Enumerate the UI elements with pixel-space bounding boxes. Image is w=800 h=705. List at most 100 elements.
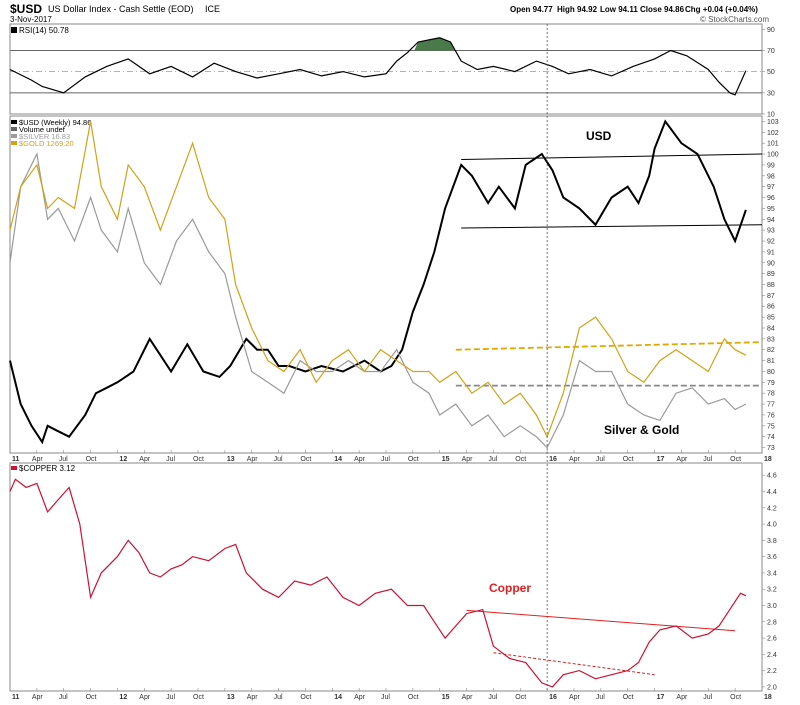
copper-annotation: Copper	[489, 581, 531, 595]
main-xtick-label: Oct	[623, 456, 634, 463]
copper-ytick-label: 3.2	[767, 587, 777, 594]
rsi-overbought-fill	[414, 37, 455, 51]
main-xtick-label: 16	[549, 456, 557, 463]
main-panel-frame	[9, 115, 763, 454]
open-value: Open 94.77	[510, 5, 553, 14]
main-xtick-label: 11	[12, 456, 20, 463]
rsi-ytick-label: 90	[767, 27, 775, 34]
main-ytick-label: 80	[767, 369, 775, 376]
main-xtick-label: Apr	[462, 456, 474, 463]
legend-swatch-silver	[11, 134, 17, 138]
rsi-ytick-label: 50	[767, 69, 775, 76]
copper-xtick-label: Apr	[354, 694, 366, 701]
exchange-label: ICE	[205, 4, 220, 14]
copper-ytick-label: 4.6	[767, 473, 777, 480]
copper-ytick-label: 3.4	[767, 570, 777, 577]
main-xtick-label: Apr	[676, 456, 688, 463]
rsi-plot	[9, 37, 762, 96]
copper-ytick-label: 3.0	[767, 603, 777, 610]
copper-ytick-label: 2.2	[767, 668, 777, 675]
main-xtick-label: Oct	[86, 456, 97, 463]
main-ytick-label: 99	[767, 162, 775, 169]
copper-xtick-label: Apr	[32, 694, 44, 701]
copper-xtick-label: Oct	[86, 694, 97, 701]
main-ytick-label: 86	[767, 304, 775, 311]
main-xtick-label: Jul	[488, 456, 497, 463]
main-ytick-label: 103	[767, 119, 779, 126]
main-xtick-label: Jul	[59, 456, 68, 463]
copper-xtick-label: 16	[549, 694, 557, 701]
silver-gold-annotation: Silver & Gold	[604, 423, 679, 437]
main-series-silver	[9, 152, 747, 449]
main-ytick-label: 91	[767, 249, 775, 256]
copper-xtick-label: Jul	[703, 694, 712, 701]
main-ytick-label: 102	[767, 130, 779, 137]
legend-gold: $GOLD 1269.20	[19, 139, 74, 148]
rsi-ytick-label: 70	[767, 48, 775, 55]
main-xtick-label: Jul	[166, 456, 175, 463]
legend-usd: $USD (Weekly) 94.86	[19, 118, 91, 127]
main-ytick-label: 101	[767, 141, 779, 148]
copper-ytick-label: 2.8	[767, 619, 777, 626]
main-ytick-label: 92	[767, 239, 775, 246]
symbol-title: $USD	[10, 2, 42, 16]
main-ytick-label: 83	[767, 336, 775, 343]
usd-lower-trendline	[461, 224, 763, 229]
copper-xtick-label: Apr	[462, 694, 474, 701]
main-xtick-label: Apr	[569, 456, 581, 463]
main-xtick-label: Apr	[247, 456, 259, 463]
rsi-title-swatch	[11, 27, 17, 33]
copper-xtick-label: 13	[227, 694, 235, 701]
main-ytick-label: 94	[767, 217, 775, 224]
copper-xtick-label: Oct	[193, 694, 204, 701]
main-series-usdweekly	[9, 119, 747, 445]
copper-ytick-label: 4.2	[767, 505, 777, 512]
main-xtick-label: Oct	[300, 456, 311, 463]
copper-xtick-label: Apr	[139, 694, 151, 701]
legend-swatch-volume	[11, 127, 17, 131]
main-xtick-label: Apr	[32, 456, 44, 463]
main-ytick-label: 88	[767, 282, 775, 289]
close-value: Close 94.86	[640, 5, 685, 14]
copper-xtick-label: 17	[657, 694, 665, 701]
rsi-series-rsi	[9, 37, 747, 96]
main-xtick-label: 12	[119, 456, 127, 463]
copper-panel-frame	[9, 462, 763, 692]
main-series-gold	[9, 121, 747, 439]
legend-volume: Volume undef	[19, 125, 66, 134]
main-xtick-label: Jul	[703, 456, 712, 463]
main-ytick-label: 78	[767, 391, 775, 398]
main-ytick-label: 87	[767, 293, 775, 300]
main-xtick-label: 18	[764, 456, 772, 463]
main-ytick-label: 76	[767, 412, 775, 419]
copper-xtick-label: Jul	[59, 694, 68, 701]
main-ytick-label: 89	[767, 271, 775, 278]
copper-ytick-label: 4.4	[767, 489, 777, 496]
main-ytick-label: 95	[767, 206, 775, 213]
main-ytick-label: 79	[767, 380, 775, 387]
main-ytick-label: 73	[767, 445, 775, 452]
copper-xtick-label: Jul	[381, 694, 390, 701]
copper-xtick-label: 11	[12, 694, 20, 701]
copper-ytick-label: 2.6	[767, 636, 777, 643]
copper-xtick-label: Jul	[596, 694, 605, 701]
rsi-ytick-label: 30	[767, 90, 775, 97]
main-xtick-label: Jul	[596, 456, 605, 463]
main-ytick-label: 98	[767, 173, 775, 180]
copper-xtick-label: Oct	[300, 694, 311, 701]
copper-ytick-label: 2.0	[767, 684, 777, 691]
copper-xtick-label: Oct	[730, 694, 741, 701]
main-ytick-label: 97	[767, 184, 775, 191]
axes: 10 30 50 70 90 73 74 75 76 77 78 79 80 81 82 83 84 85 86 87…	[9, 24, 779, 701]
main-xtick-label: Oct	[193, 456, 204, 463]
legend-swatch-usd	[11, 120, 17, 124]
main-ytick-label: 100	[767, 152, 779, 159]
copper-resistance-line	[466, 609, 736, 632]
copper-series-copper	[9, 478, 747, 688]
watermark: © StockCharts.com	[700, 15, 769, 24]
legend-swatch-gold	[11, 141, 17, 145]
usd-metals-plot	[9, 119, 763, 449]
rsi-title-text: RSI(14) 50.78	[19, 26, 69, 35]
copper-xtick-label: Apr	[247, 694, 259, 701]
